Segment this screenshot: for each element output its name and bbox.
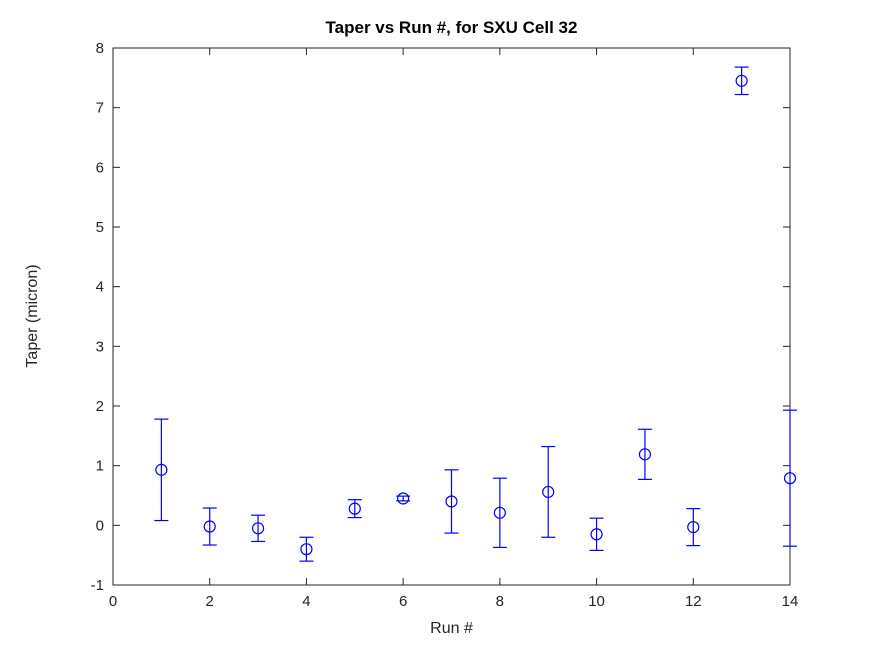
y-tick-label: 0 xyxy=(96,517,104,534)
x-tick-label: 0 xyxy=(109,593,117,610)
data-point-marker xyxy=(397,492,410,505)
data-point-marker xyxy=(348,502,361,515)
data-point-marker xyxy=(687,521,700,534)
y-tick-label: 5 xyxy=(96,219,104,236)
data-point-marker xyxy=(445,495,458,508)
x-tick-label: 10 xyxy=(588,593,605,610)
x-tick-label: 14 xyxy=(782,593,799,610)
y-tick-label: -1 xyxy=(91,577,104,594)
y-tick-label: 1 xyxy=(96,458,104,475)
data-point-marker xyxy=(735,74,748,87)
data-point-marker xyxy=(203,520,216,533)
y-tick-label: 4 xyxy=(96,279,104,296)
x-tick-label: 6 xyxy=(399,593,407,610)
data-point-marker xyxy=(155,463,168,476)
x-axis-label: Run # xyxy=(430,620,473,637)
y-tick-label: 7 xyxy=(96,100,104,117)
data-point-marker xyxy=(251,522,265,535)
data-point-marker xyxy=(493,506,506,519)
data-point-marker xyxy=(590,528,603,541)
chart-title: Taper vs Run #, for SXU Cell 32 xyxy=(325,18,578,37)
data-point-marker xyxy=(783,472,797,485)
x-tick-label: 8 xyxy=(496,593,504,610)
y-tick-label: 2 xyxy=(96,398,104,415)
plot-box xyxy=(112,47,791,586)
data-point-marker xyxy=(542,485,555,499)
y-tick-label: 3 xyxy=(96,338,104,355)
x-tick-label: 12 xyxy=(685,593,702,610)
data-point-marker xyxy=(300,543,313,556)
y-tick-label: 6 xyxy=(96,159,104,176)
x-tick-label: 4 xyxy=(302,593,310,610)
data-point-marker xyxy=(638,448,652,461)
x-tick-label: 2 xyxy=(206,593,214,610)
y-tick-label: 8 xyxy=(96,40,104,57)
